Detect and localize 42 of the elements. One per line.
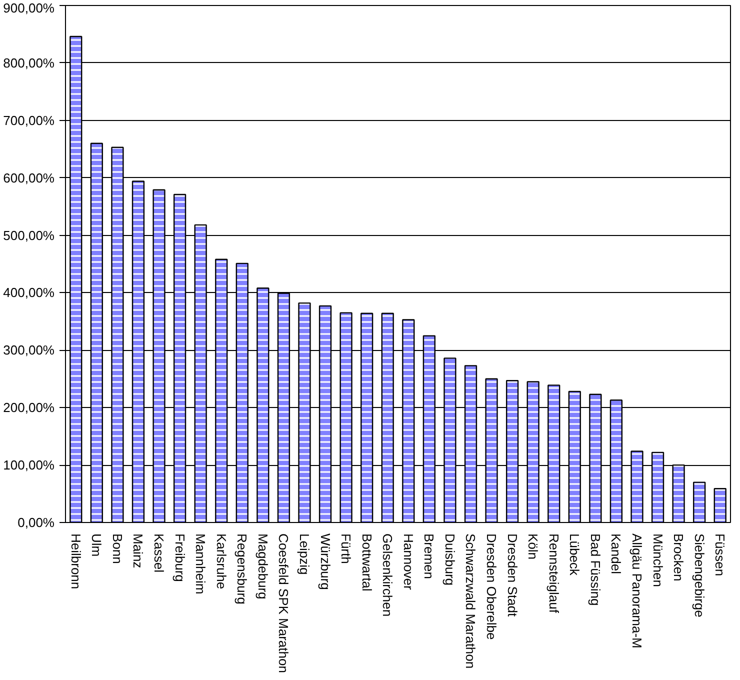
x-tick-label: Bonn <box>110 534 125 564</box>
x-tick-label: Freiburg <box>172 534 188 582</box>
x-tick-label: Kassel <box>152 534 167 573</box>
x-tick-label: Bremen <box>422 534 437 580</box>
y-tick-label: 200,00% <box>3 400 55 416</box>
y-tick-label: 300,00% <box>3 342 55 358</box>
x-tick-label: Heilbronn <box>68 534 84 590</box>
x-tick-label: Duisburg <box>442 534 458 586</box>
x-tick-label: Ulm <box>89 534 104 557</box>
y-tick-label: 700,00% <box>3 112 55 128</box>
x-tick-label: Rennsteiglauf <box>546 534 562 614</box>
x-tick-label: Gelsenkirchen <box>380 534 396 617</box>
y-tick-label: 400,00% <box>3 285 55 300</box>
x-tick-label: Köln <box>526 534 541 560</box>
x-tick-label: Allgäu Panorama-M <box>629 534 644 648</box>
x-tick-label: Würzburg <box>318 534 333 590</box>
x-tick-label: Kandel <box>608 534 624 574</box>
x-tick-label: Lübeck <box>567 534 582 576</box>
x-tick-label: Siebengebirge <box>692 534 707 618</box>
x-tick-label: Mannheim <box>193 534 208 594</box>
y-tick-label: 500,00% <box>3 228 55 243</box>
y-tick-label: 600,00% <box>3 170 55 186</box>
x-tick-label: Hannover <box>400 534 416 591</box>
x-tick-label: Bottwartal <box>359 534 374 592</box>
x-tick-label: Bad Füssing <box>588 534 603 606</box>
y-tick-label: 100,00% <box>3 458 55 473</box>
y-tick-label: 800,00% <box>3 55 55 70</box>
x-tick-label: Magdeburg <box>255 534 270 600</box>
x-tick-label: Regensburg <box>234 534 250 604</box>
y-tick-label: 0,00% <box>18 515 55 530</box>
x-tick-label: Brocken <box>671 534 686 582</box>
x-tick-label: Schwarzwald Marathon <box>463 534 478 669</box>
x-tick-label: München <box>650 534 666 587</box>
x-tick-label: Füssen <box>712 534 728 576</box>
x-tick-label: Karlsruhe <box>214 534 229 590</box>
x-tick-label: Leipzig <box>296 534 312 575</box>
x-tick-label: Mainz <box>130 534 146 568</box>
x-tick-label: Dresden Oberelbe <box>484 534 500 640</box>
x-tick-label: Fürth <box>338 534 354 564</box>
y-tick-label: 900,00% <box>3 0 55 16</box>
x-tick-label: Dresden Stadt <box>504 534 520 617</box>
x-tick-label: Coesfeld SPK Marathon <box>276 534 292 673</box>
